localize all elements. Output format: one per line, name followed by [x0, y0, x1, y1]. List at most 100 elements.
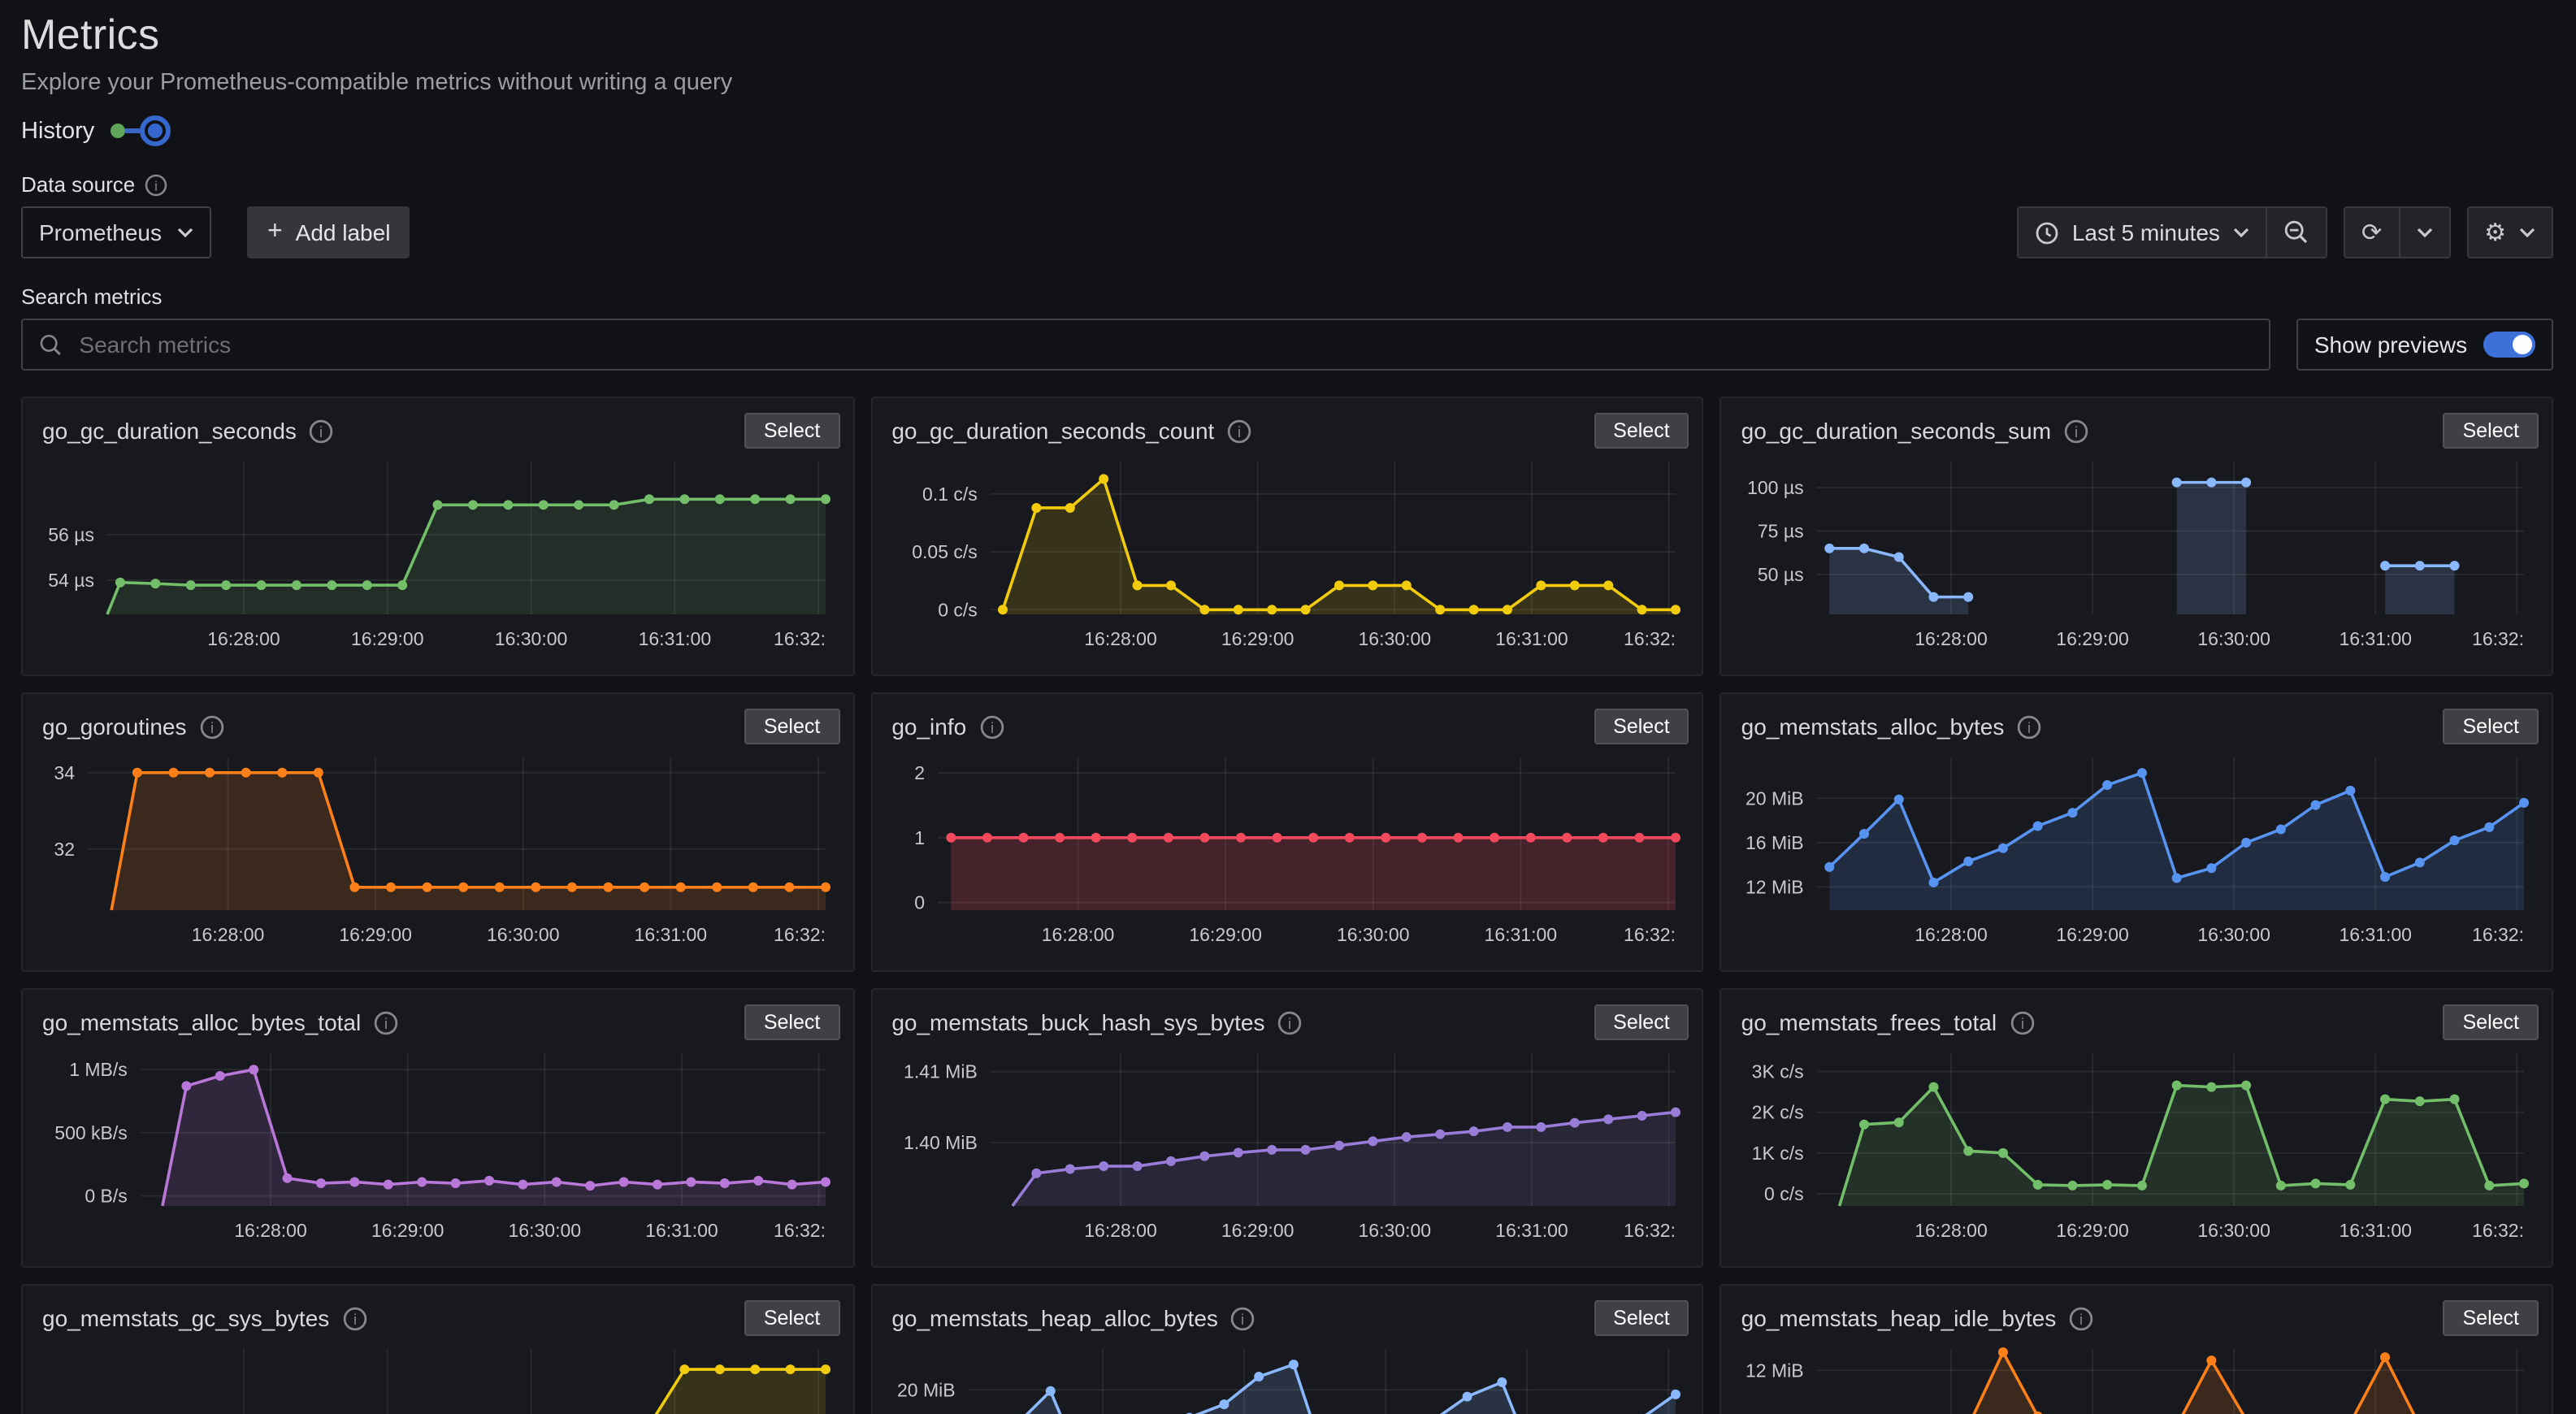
select-button[interactable]: Select [1594, 413, 1689, 449]
metric-title: go_gc_duration_seconds_sum [1741, 418, 2052, 444]
metric-card-go_memstats_buck_hash_sys_bytes: go_memstats_buck_hash_sys_bytes i Select 16… [870, 988, 1704, 1268]
svg-text:i: i [2075, 423, 2078, 440]
metric-chart[interactable]: 16:28:00 16:29:00 16:30:00 16:31:00 16:32: 0 … [882, 452, 1681, 657]
y-axis-tick: 0 [914, 891, 925, 913]
svg-text:i: i [384, 1015, 388, 1031]
info-icon[interactable]: i [1231, 1306, 1255, 1330]
select-button[interactable]: Select [2443, 1300, 2539, 1336]
select-button[interactable]: Select [1594, 1004, 1689, 1040]
x-axis-tick: 16:32: [774, 628, 826, 649]
metric-title: go_info [891, 714, 967, 740]
svg-text:i: i [2079, 1311, 2083, 1327]
refresh-button[interactable]: ⟳ [2345, 208, 2398, 257]
metric-chart[interactable]: 16:28:00 16:29:00 16:30:00 16:31:00 16:32: 0 1… [882, 748, 1681, 952]
info-icon[interactable]: i [145, 173, 167, 196]
metric-title: go_gc_duration_seconds [42, 418, 297, 444]
x-axis-tick: 16:28:00 [1915, 1220, 1988, 1241]
metric-chart[interactable]: 16:28:0016:29:0016:30:0016:31:0016:32:12… [1732, 1339, 2531, 1414]
x-axis-tick: 16:32: [2473, 628, 2525, 649]
svg-text:i: i [2027, 719, 2031, 735]
metric-chart[interactable]: 16:28:00 16:29:00 16:30:00 16:31:00 16:32: 54… [33, 452, 832, 657]
search-input[interactable] [76, 330, 2253, 359]
metric-chart[interactable]: 16:28:0016:29:0016:30:0016:31:0016:32:3 … [33, 1339, 832, 1414]
info-icon[interactable]: i [2064, 419, 2088, 443]
y-axis-tick: 0 c/s [938, 599, 978, 620]
y-axis-tick: 16 MiB [1746, 832, 1805, 853]
chevron-down-icon [2233, 228, 2249, 237]
select-button[interactable]: Select [2443, 413, 2539, 449]
metric-title: go_memstats_gc_sys_bytes [42, 1305, 330, 1331]
x-axis-tick: 16:31:00 [1494, 628, 1568, 649]
add-label-button[interactable]: + Add label [247, 206, 410, 258]
select-button[interactable]: Select [744, 1004, 840, 1040]
y-axis-tick: 500 kB/s [54, 1122, 128, 1143]
select-button[interactable]: Select [2443, 1004, 2539, 1040]
x-axis-tick: 16:28:00 [1915, 628, 1988, 649]
zoom-out-icon [2284, 220, 2308, 244]
x-axis-tick: 16:28:00 [192, 924, 265, 945]
show-previews-toggle[interactable] [2483, 332, 2536, 358]
svg-text:i: i [1242, 1311, 1245, 1327]
info-icon[interactable]: i [979, 714, 1004, 739]
x-axis-tick: 16:30:00 [495, 628, 568, 649]
info-icon[interactable]: i [2010, 1010, 2034, 1034]
x-axis-tick: 16:28:00 [1041, 924, 1114, 945]
settings-group: ⚙ [2466, 206, 2553, 258]
y-axis-tick: 20 MiB [896, 1379, 955, 1400]
svg-text:i: i [210, 719, 213, 735]
settings-button[interactable]: ⚙ [2468, 208, 2552, 257]
select-button[interactable]: Select [1594, 1300, 1689, 1336]
history-current-ring-icon [140, 115, 171, 146]
select-button[interactable]: Select [744, 413, 840, 449]
metric-chart[interactable]: 16:28:0016:29:0016:30:0016:31:0016:32:12… [882, 1339, 1681, 1414]
x-axis-tick: 16:30:00 [2198, 628, 2271, 649]
x-axis-tick: 16:29:00 [1221, 1220, 1294, 1241]
y-axis-tick: 12 MiB [1746, 876, 1805, 897]
x-axis-tick: 16:32: [774, 924, 826, 945]
metric-card-go_memstats_heap_idle_bytes: go_memstats_heap_idle_bytes i Select16:28:… [1720, 1284, 2553, 1414]
metric-card-go_memstats_alloc_bytes: go_memstats_alloc_bytes i Select 16:28:00 16… [1720, 692, 2553, 972]
metric-card-go_memstats_frees_total: go_memstats_frees_total i Select 16:28:00 16… [1720, 988, 2553, 1268]
info-icon[interactable]: i [1227, 419, 1251, 443]
history-toggle[interactable] [111, 115, 171, 146]
metric-card-go_goroutines: go_goroutines i Select 16:28:00 16:29:00 16:3… [21, 692, 855, 972]
y-axis-tick: 20 MiB [1746, 787, 1805, 809]
refresh-interval-dropdown[interactable] [2400, 208, 2448, 257]
time-range-label: Last 5 minutes [2071, 219, 2220, 245]
x-axis-tick: 16:29:00 [351, 628, 424, 649]
time-picker-group: Last 5 minutes [2016, 206, 2327, 258]
info-icon[interactable]: i [374, 1010, 398, 1034]
x-axis-tick: 16:32: [2473, 924, 2525, 945]
y-axis-tick: 2K c/s [1752, 1102, 1804, 1123]
metric-chart[interactable]: 16:28:00 16:29:00 16:30:00 16:31:00 16:32: 50… [1732, 452, 2531, 657]
x-axis-tick: 16:31:00 [1484, 924, 1557, 945]
y-axis-tick: 56 µs [48, 524, 94, 545]
info-icon[interactable]: i [342, 1306, 366, 1330]
y-axis-tick: 12 MiB [1746, 1360, 1805, 1381]
datasource-picker[interactable]: Prometheus [21, 206, 212, 258]
metric-title: go_memstats_alloc_bytes [1741, 714, 2005, 740]
page-subtitle: Explore your Prometheus-compatible metri… [21, 70, 733, 96]
x-axis-tick: 16:28:00 [1915, 924, 1988, 945]
info-icon[interactable]: i [2069, 1306, 2093, 1330]
history-label: History [21, 118, 95, 144]
select-button[interactable]: Select [744, 1300, 840, 1336]
history-connector-icon [125, 128, 141, 133]
metric-chart[interactable]: 16:28:00 16:29:00 16:30:00 16:31:00 16:32: 32… [33, 748, 832, 952]
info-icon[interactable]: i [200, 714, 224, 739]
x-axis-tick: 16:32: [1623, 1220, 1675, 1241]
history-start-dot-icon [111, 124, 126, 138]
metric-chart[interactable]: 16:28:00 16:29:00 16:30:00 16:31:00 16:32: 1.… [882, 1043, 1681, 1248]
info-icon[interactable]: i [310, 419, 334, 443]
x-axis-tick: 16:29:00 [1189, 924, 1262, 945]
zoom-out-button[interactable] [2267, 208, 2326, 257]
info-icon[interactable]: i [2017, 714, 2041, 739]
info-icon[interactable]: i [1277, 1010, 1302, 1034]
time-range-picker[interactable]: Last 5 minutes [2019, 208, 2266, 257]
select-button[interactable]: Select [744, 709, 840, 744]
select-button[interactable]: Select [2443, 709, 2539, 744]
metric-chart[interactable]: 16:28:00 16:29:00 16:30:00 16:31:00 16:32: 0 … [33, 1043, 832, 1248]
metric-chart[interactable]: 16:28:00 16:29:00 16:30:00 16:31:00 16:32: 0 … [1732, 1043, 2531, 1248]
select-button[interactable]: Select [1594, 709, 1689, 744]
